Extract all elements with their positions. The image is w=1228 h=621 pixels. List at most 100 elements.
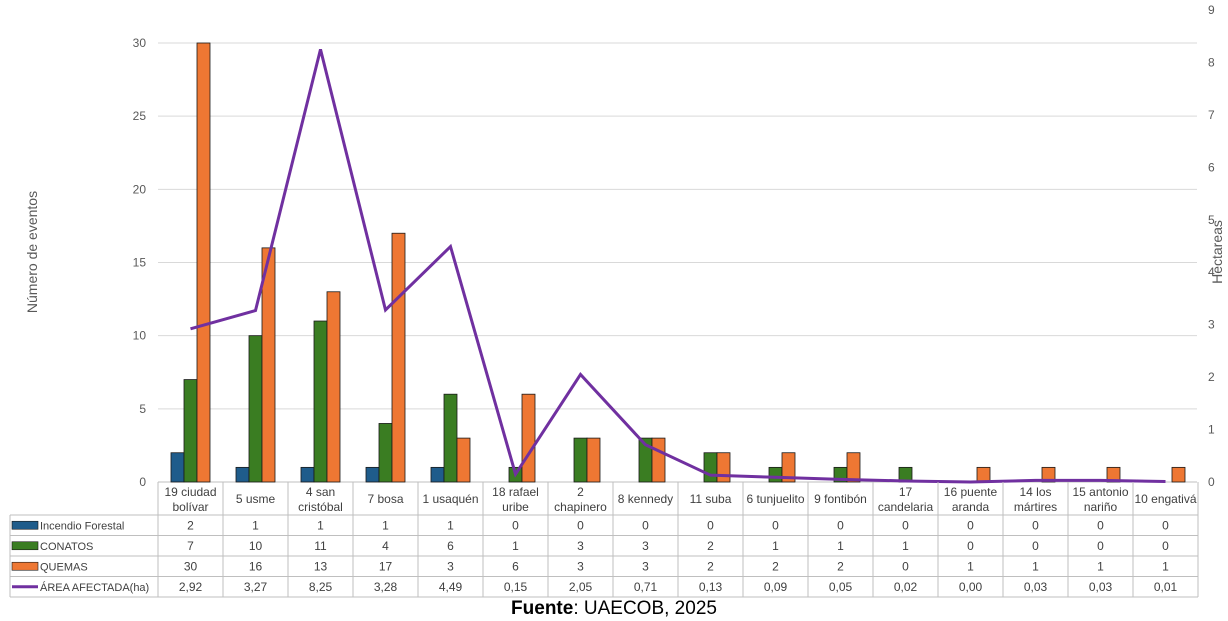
data-label: 6 xyxy=(447,539,454,553)
x-tick-label: 17 xyxy=(899,485,913,499)
bar-incendio-forestal xyxy=(365,466,380,483)
data-label: 7 xyxy=(187,539,194,553)
data-label: 1 xyxy=(1032,559,1039,573)
data-label: 10 xyxy=(249,539,263,553)
data-label: 30 xyxy=(184,559,198,573)
data-label: 6 xyxy=(512,559,519,573)
data-label: 1 xyxy=(967,559,974,573)
data-label: 0,03 xyxy=(1089,580,1113,594)
data-label: 17 xyxy=(379,559,393,573)
y2-tick-label: 9 xyxy=(1208,3,1215,17)
x-tick-label: chapinero xyxy=(554,500,607,514)
y2-axis: 0 1 2 3 4 5 6 7 8 9 xyxy=(1208,3,1215,489)
data-label: 0 xyxy=(1032,539,1039,553)
bar-quemas xyxy=(456,437,471,483)
bar-conatos xyxy=(248,335,263,483)
bar-incendio-forestal xyxy=(430,466,445,483)
data-label: 0 xyxy=(837,518,844,532)
source-label: Fuente xyxy=(511,598,574,619)
x-tick-label: 10 engativá xyxy=(1134,492,1196,506)
data-label: 1 xyxy=(252,518,259,532)
data-label: 0,02 xyxy=(894,580,918,594)
bar-quemas xyxy=(326,291,341,483)
x-tick-label: cristóbal xyxy=(298,500,343,514)
bar-quemas xyxy=(391,232,406,483)
data-label: 0 xyxy=(1097,518,1104,532)
data-label: 2 xyxy=(707,559,714,573)
data-label: 0 xyxy=(1097,539,1104,553)
data-label: 3 xyxy=(642,559,649,573)
source-text: : UAECOB, 2025 xyxy=(573,598,717,619)
data-label: 2,92 xyxy=(179,580,203,594)
data-label: 3 xyxy=(447,559,454,573)
x-tick-label: bolívar xyxy=(172,500,208,514)
x-tick-label: 5 usme xyxy=(236,492,276,506)
data-label: 0 xyxy=(1162,539,1169,553)
x-tick-label: 14 los xyxy=(1019,485,1051,499)
x-tick-label: 16 puente xyxy=(944,485,998,499)
legend-swatch xyxy=(11,561,39,571)
legend-swatch xyxy=(11,520,39,530)
data-label: 1 xyxy=(902,539,909,553)
bar-quemas xyxy=(781,452,796,483)
y-tick-label: 15 xyxy=(133,256,147,270)
data-label: 3 xyxy=(577,559,584,573)
bar-conatos xyxy=(573,437,588,483)
data-label: 2,05 xyxy=(569,580,593,594)
legend-label: CONATOS xyxy=(40,541,93,553)
y-axis-label: Número de eventos xyxy=(24,191,40,313)
bar-incendio-forestal xyxy=(300,466,315,483)
legend-label: QUEMAS xyxy=(40,561,88,573)
y2-axis-label: Hectareas xyxy=(1209,220,1225,284)
area-line xyxy=(190,48,1166,484)
bar-quemas xyxy=(196,42,211,483)
data-label: 0,71 xyxy=(634,580,658,594)
y2-tick-label: 3 xyxy=(1208,318,1215,332)
data-label: 1 xyxy=(317,518,324,532)
legend-label: ÁREA AFECTADA(ha) xyxy=(40,581,149,594)
x-tick-label: aranda xyxy=(952,500,990,514)
data-label: 4 xyxy=(382,539,389,553)
data-label: 1 xyxy=(1097,559,1104,573)
bar-conatos xyxy=(703,452,718,483)
data-label: 0 xyxy=(902,559,909,573)
data-label: 0 xyxy=(967,539,974,553)
y-tick-label: 5 xyxy=(139,402,146,416)
y2-tick-label: 8 xyxy=(1208,55,1215,69)
y-tick-label: 0 xyxy=(139,475,146,489)
bar-quemas xyxy=(586,437,601,483)
bar-incendio-forestal xyxy=(235,466,250,483)
y-tick-label: 30 xyxy=(133,36,147,50)
x-tick-label: 6 tunjuelito xyxy=(746,492,804,506)
data-label: 4,49 xyxy=(439,580,463,594)
x-tick-label: nariño xyxy=(1084,500,1118,514)
data-label: 3,27 xyxy=(244,580,268,594)
data-label: 0 xyxy=(1032,518,1039,532)
x-tick-label: 15 antonio xyxy=(1072,485,1128,499)
data-label: 0 xyxy=(642,518,649,532)
legend-swatch xyxy=(11,541,39,551)
data-label: 3 xyxy=(642,539,649,553)
bar-quemas xyxy=(261,247,276,483)
y2-tick-label: 0 xyxy=(1208,475,1215,489)
data-label: 0,05 xyxy=(829,580,853,594)
data-label: 1 xyxy=(772,539,779,553)
data-label: 1 xyxy=(382,518,389,532)
y2-tick-label: 5 xyxy=(1208,213,1215,227)
x-tick-label: 18 rafael xyxy=(492,485,539,499)
data-label: 0 xyxy=(902,518,909,532)
x-tick-label: 1 usaquén xyxy=(422,492,478,506)
data-label: 0 xyxy=(512,518,519,532)
y-tick-label: 20 xyxy=(133,182,147,196)
y2-tick-label: 7 xyxy=(1208,108,1215,122)
line-area-afectada xyxy=(190,48,1166,484)
y-tick-label: 25 xyxy=(133,109,147,123)
bar-quemas xyxy=(716,452,731,483)
bar-conatos xyxy=(768,466,783,483)
data-label: 11 xyxy=(314,539,327,553)
data-label: 8,25 xyxy=(309,580,333,594)
data-label: 0 xyxy=(772,518,779,532)
data-label: 1 xyxy=(512,539,519,553)
data-label: 0 xyxy=(707,518,714,532)
